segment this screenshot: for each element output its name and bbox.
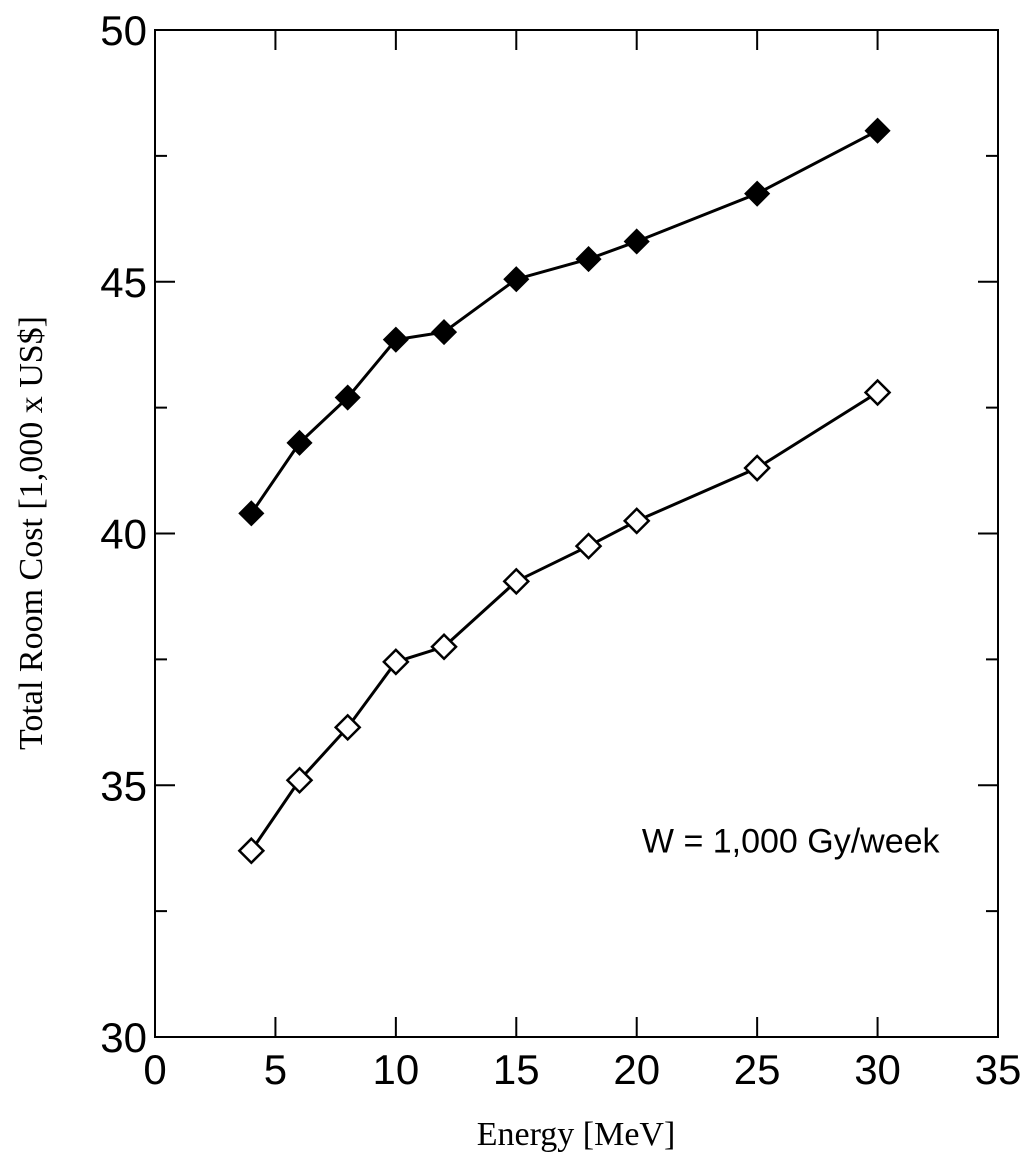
series-1-point-8 [743, 454, 771, 482]
x-tick-label-5: 25 [734, 1046, 781, 1093]
series-group [237, 117, 892, 865]
y-axis-title: Total Room Cost [1,000 x US$] [13, 316, 50, 750]
series-0-point-2 [334, 384, 361, 411]
annotation-0: W = 1,000 Gy/week [642, 823, 941, 861]
series-1-point-5 [502, 567, 531, 596]
series-0-line [250, 129, 879, 515]
series-1-line [250, 391, 879, 852]
series-1-point-4 [430, 633, 458, 661]
x-tick-label-2: 10 [372, 1046, 419, 1093]
x-tick-label-6: 30 [854, 1046, 901, 1093]
series-0-point-1 [286, 429, 313, 456]
series-1-point-0 [237, 836, 266, 865]
y-tick-label-4: 50 [100, 7, 147, 54]
x-tick-label-4: 20 [613, 1046, 660, 1093]
y-tick-label-0: 30 [100, 1014, 147, 1061]
x-axis-title: Energy [MeV] [477, 1116, 676, 1153]
plot-area [154, 29, 999, 1038]
y-tick-label-1: 35 [100, 762, 147, 809]
x-tick-label-1: 5 [264, 1046, 287, 1093]
series-0-point-7 [623, 228, 650, 255]
series-0-point-6 [575, 246, 602, 273]
series-0-point-0 [238, 500, 265, 527]
y-tick-label-2: 40 [100, 511, 147, 558]
series-1-point-9 [863, 378, 892, 407]
annotations-group: W = 1,000 Gy/week [642, 823, 941, 861]
series-1-point-6 [574, 532, 603, 560]
x-tick-label-3: 15 [493, 1046, 540, 1093]
x-tick-label-0: 0 [143, 1046, 166, 1093]
series-1-point-7 [622, 507, 651, 535]
y-tick-label-3: 45 [100, 259, 147, 306]
axis-ticks: 0 5 10 15 20 25 30 35 30 35 40 45 50 [100, 7, 1021, 1093]
x-tick-label-7: 35 [975, 1046, 1022, 1093]
series-1-point-2 [333, 713, 362, 742]
series-1-point-1 [285, 766, 314, 794]
series-0-point-4 [430, 319, 458, 346]
series-0-point-9 [864, 117, 891, 144]
series-1-point-3 [382, 648, 410, 676]
series-0-point-8 [744, 180, 771, 207]
series-0-point-3 [382, 326, 409, 353]
series-0-point-5 [503, 266, 530, 293]
